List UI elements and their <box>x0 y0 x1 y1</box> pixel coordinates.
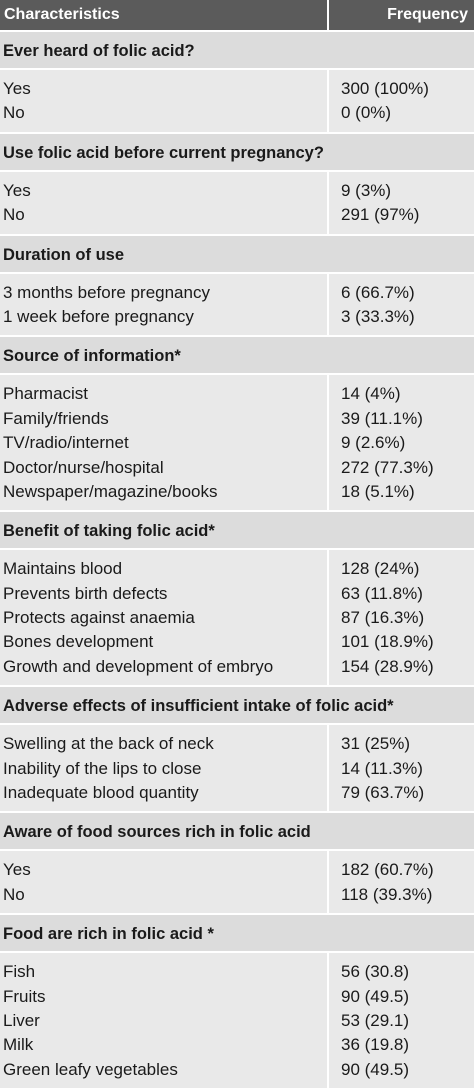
frequency-column: 300 (100%) 0 (0%) <box>329 70 474 132</box>
section-title: Duration of use <box>0 233 474 274</box>
row-label: Liver <box>3 1010 40 1030</box>
row-frequency: 182 (60.7%) <box>341 860 434 880</box>
row-label: TV/radio/internet <box>3 433 129 453</box>
section-title: Adverse effects of insufficient intake o… <box>0 685 474 726</box>
frequency-column: 31 (25%) 14 (11.3%) 79 (63.7%) <box>329 725 474 811</box>
row-label: Newspaper/magazine/books <box>3 481 218 501</box>
row-label: No <box>3 205 25 225</box>
frequency-column: 128 (24%) 63 (11.8%) 87 (16.3%) 101 (18.9%)… <box>329 550 474 685</box>
row-frequency: 39 (11.1%) <box>341 408 423 428</box>
row-label: Prevents birth defects <box>3 583 168 603</box>
row-frequency: 14 (11.3%) <box>341 758 423 778</box>
section-title: Ever heard of folic acid? <box>0 30 474 70</box>
row-label: Maintains blood <box>3 559 123 579</box>
row-frequency: 9 (2.6%) <box>341 433 406 453</box>
frequency-column: 182 (60.7%) 118 (39.3%) <box>329 851 474 913</box>
row-label: Fruits <box>3 986 46 1006</box>
table-header: Characteristics Frequency <box>0 0 474 30</box>
row-frequency: 90 (49.5) <box>341 986 410 1006</box>
section-rows: Fish Fruits Liver Milk Green leafy vegetable… <box>0 953 474 1088</box>
row-frequency: 87 (16.3%) <box>341 608 425 628</box>
row-label: Protects against anaemia <box>3 608 195 628</box>
section-rows: Yes No 182 (60.7%) 118 (39.3%) <box>0 851 474 914</box>
row-label: Growth and development of embryo <box>3 656 274 676</box>
section-rows: Yes No 300 (100%) 0 (0%) <box>0 70 474 132</box>
label-column: Yes No <box>0 851 329 914</box>
row-label: No <box>3 103 25 123</box>
section-title: Source of information* <box>0 335 474 376</box>
label-column: 3 months before pregnancy 1 week before p… <box>0 273 329 336</box>
row-frequency: 300 (100%) <box>341 79 429 98</box>
row-frequency: 90 (49.5) <box>341 1059 410 1079</box>
row-label: Bones development <box>3 632 154 652</box>
label-column: Yes No <box>0 70 329 132</box>
frequency-column: 9 (3%) 291 (97%) <box>329 172 474 234</box>
row-frequency: 101 (18.9%) <box>341 632 434 652</box>
row-label: Inadequate blood quantity <box>3 783 199 803</box>
row-frequency: 36 (19.8) <box>341 1035 410 1055</box>
header-cell: Characteristics <box>0 0 329 30</box>
row-label: No <box>3 884 25 904</box>
label-column: Maintains blood Prevents birth defects Pro… <box>0 550 329 686</box>
frequency-column: 56 (30.8) 90 (49.5) 53 (29.1) 36 (19.8) 90 (… <box>329 953 474 1088</box>
row-frequency: 128 (24%) <box>341 559 420 579</box>
section-title: Benefit of taking folic acid* <box>0 510 474 551</box>
row-label: Milk <box>3 1035 34 1055</box>
frequency-column: 6 (66.7%) 3 (33.3%) <box>329 274 474 336</box>
row-label: Yes <box>3 860 31 880</box>
row-frequency: 3 (33.3%) <box>341 306 415 326</box>
row-frequency: 272 (77.3%) <box>341 457 434 477</box>
row-frequency: 31 (25%) <box>341 734 410 754</box>
row-frequency: 79 (63.7%) <box>341 783 425 803</box>
row-label: Swelling at the back of neck <box>3 734 214 754</box>
row-frequency: 18 (5.1%) <box>341 481 415 501</box>
section-rows: Pharmacist Family/friends TV/radio/interne… <box>0 375 474 511</box>
row-label: 1 week before pregnancy <box>3 306 194 326</box>
row-frequency: 9 (3%) <box>341 180 392 200</box>
section-rows: Swelling at the back of neck Inability of… <box>0 725 474 812</box>
section-rows: Maintains blood Prevents birth defects Pro… <box>0 550 474 686</box>
row-label: Pharmacist <box>3 384 89 404</box>
row-label: Green leafy vegetables <box>3 1059 178 1079</box>
label-column: Pharmacist Family/friends TV/radio/interne… <box>0 375 329 511</box>
frequency-column: 14 (4%) 39 (11.1%) 9 (2.6%) 272 (77.3%) 18 (… <box>329 375 474 510</box>
label-column: Yes No <box>0 171 329 234</box>
section-rows: Yes No 9 (3%) 291 (97%) <box>0 171 474 234</box>
row-frequency: 154 (28.9%) <box>341 656 434 676</box>
row-label: Yes <box>3 79 31 98</box>
section-rows: 3 months before pregnancy 1 week before p… <box>0 273 474 336</box>
row-frequency: 118 (39.3%) <box>341 884 433 904</box>
row-label: 3 months before pregnancy <box>3 282 210 302</box>
section-title: Use folic acid before current pregnancy? <box>0 131 474 172</box>
label-column: Swelling at the back of neck Inability of… <box>0 725 329 812</box>
section-title: Food are rich in folic acid * <box>0 913 474 954</box>
row-frequency: 14 (4%) <box>341 384 401 404</box>
section-title: Aware of food sources rich in folic acid <box>0 811 474 852</box>
row-frequency: 63 (11.8%) <box>341 583 423 603</box>
row-label: Doctor/nurse/hospital <box>3 457 164 477</box>
row-frequency: 56 (30.8) <box>341 962 410 982</box>
row-frequency: 53 (29.1) <box>341 1010 410 1030</box>
row-frequency: 0 (0%) <box>341 103 392 123</box>
row-label: Yes <box>3 180 31 200</box>
row-label: Family/friends <box>3 408 109 428</box>
row-label: Fish <box>3 962 36 982</box>
header-cell: Frequency <box>387 6 468 23</box>
row-frequency: 291 (97%) <box>341 205 420 225</box>
row-label: Inability of the lips to close <box>3 758 202 778</box>
label-column: Fish Fruits Liver Milk Green leafy vegetable… <box>0 953 329 1088</box>
row-frequency: 6 (66.7%) <box>341 282 415 302</box>
